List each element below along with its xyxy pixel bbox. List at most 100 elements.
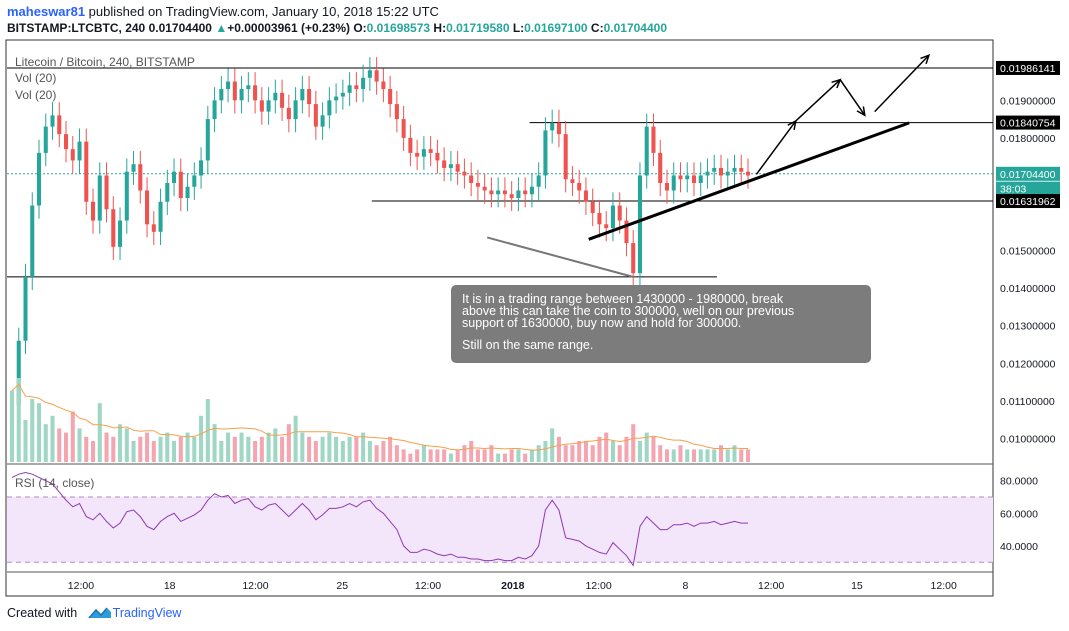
volume-bar — [138, 436, 143, 462]
candle-body — [266, 100, 271, 112]
volume-bar — [226, 432, 231, 462]
volume-bar — [732, 445, 737, 462]
candle-body — [259, 100, 264, 112]
volume-bar — [320, 436, 325, 462]
candle-body — [732, 167, 737, 172]
volume-bar — [388, 436, 393, 462]
volume-bar — [145, 432, 150, 462]
price-tick-label: 0.01500000 — [1000, 246, 1056, 258]
volume-bar — [570, 445, 575, 462]
volume-ma-line — [11, 383, 748, 451]
candle-body — [340, 92, 345, 97]
candle-body — [145, 190, 150, 225]
rsi-line — [11, 471, 748, 567]
open-value: 0.01698573 — [366, 21, 431, 35]
projection-arrow — [839, 79, 866, 116]
projection-arrow — [795, 79, 841, 122]
time-tick-label: 12:00 — [68, 580, 94, 592]
volume-bar — [597, 436, 602, 462]
candle-body — [462, 171, 467, 176]
candle-body — [354, 85, 359, 90]
time-tick-label: 15 — [851, 580, 863, 592]
projection-arrow — [755, 120, 797, 175]
volume-bar — [509, 449, 514, 462]
candle-body — [178, 171, 183, 199]
volume-bar — [286, 424, 291, 462]
published-text: published on TradingView.com, January 10… — [85, 4, 439, 19]
close-value: 0.01704400 — [603, 21, 667, 35]
volume-bar — [610, 441, 615, 462]
price-tag — [996, 181, 1060, 196]
volume-bar — [219, 441, 224, 462]
candle-body — [57, 115, 62, 135]
candle-body — [563, 134, 568, 180]
volume-bar — [253, 441, 258, 462]
candle-body — [367, 70, 372, 78]
author-link[interactable]: maheswar81 — [7, 4, 86, 19]
volume-bar — [496, 453, 501, 462]
candle-body — [664, 182, 669, 191]
candle-body — [509, 194, 514, 199]
candle-body — [543, 130, 548, 176]
tradingview-logo-icon — [88, 607, 111, 619]
volume-bar — [698, 449, 703, 462]
volume-bar — [671, 449, 676, 462]
candle-body — [583, 190, 588, 202]
volume-bar — [70, 411, 75, 462]
candle-body — [718, 167, 724, 176]
volume-bar — [475, 449, 480, 462]
volume-bar — [536, 445, 541, 462]
volume-bar — [448, 453, 453, 462]
volume-bar — [84, 436, 89, 462]
candle-body — [671, 175, 676, 191]
candle-body — [455, 164, 460, 172]
volume-bar — [63, 432, 69, 462]
candle-body — [725, 171, 730, 176]
volume-bar — [91, 441, 96, 462]
candle-body — [226, 81, 231, 90]
volume-label-1: Vol (20) — [15, 71, 57, 85]
volume-bar — [685, 449, 690, 462]
candle-body — [138, 164, 143, 191]
volume-bar — [739, 449, 744, 462]
tradingview-link[interactable]: TradingView — [112, 606, 182, 620]
support-trendline — [588, 121, 910, 241]
candle-body — [408, 137, 413, 153]
note-text-2: Still on the same range. — [462, 338, 594, 352]
candle-body — [307, 89, 312, 105]
candle-body — [361, 77, 366, 90]
candle-body — [745, 171, 751, 176]
candle-body — [556, 122, 561, 135]
candle-body — [637, 175, 642, 274]
price-change: +0.00003961 (+0.23%) — [227, 21, 350, 35]
volume-bar — [401, 449, 406, 462]
candle-body — [415, 152, 420, 157]
volume-bar — [691, 449, 697, 462]
price-tag-label: 38:03 — [1000, 184, 1026, 196]
candle-body — [604, 224, 609, 229]
price-tag — [996, 60, 1060, 75]
time-tick-label: 8 — [682, 580, 688, 592]
candle-body — [16, 340, 21, 405]
volume-bar — [185, 432, 190, 462]
volume-bar — [469, 441, 474, 462]
volume-bar — [394, 445, 399, 462]
candle-body — [550, 122, 555, 131]
candle-body — [644, 126, 649, 176]
volume-bar — [77, 428, 82, 462]
high-label: H: — [433, 21, 447, 35]
candle-body — [651, 126, 656, 153]
volume-bar — [347, 436, 352, 462]
candle-body — [502, 190, 507, 195]
candle-body — [610, 205, 615, 229]
volume-bar — [489, 445, 494, 462]
candle-body — [516, 190, 521, 199]
volume-bar — [631, 424, 636, 462]
open-label: O: — [353, 21, 367, 35]
volume-bar — [192, 436, 197, 462]
candle-body — [401, 119, 406, 138]
volume-bar — [455, 449, 460, 462]
volume-bar — [131, 441, 136, 462]
symbol-quote: BITSTAMP:LTCBTC, 240 0.01704400 ▲+0.0000… — [7, 21, 667, 35]
